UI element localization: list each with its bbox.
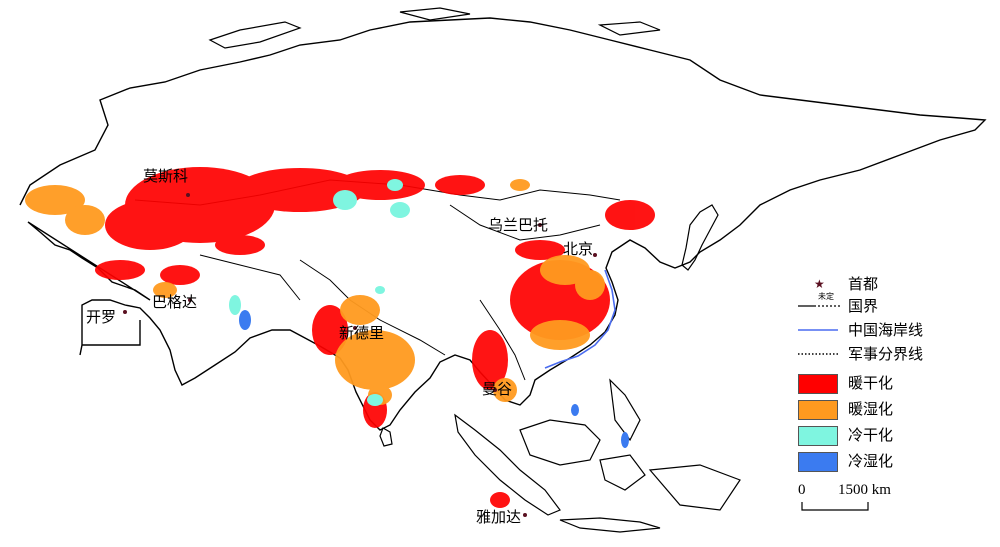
svg-text:★: ★ bbox=[814, 277, 825, 291]
cold-wet-swatch bbox=[798, 452, 838, 472]
warm-dry-areas bbox=[95, 167, 655, 508]
arctic-islands bbox=[208, 7, 661, 49]
warm-wet-areas bbox=[25, 179, 605, 405]
scale-line bbox=[801, 502, 869, 511]
city-label-bangkok: 曼谷 bbox=[482, 380, 513, 398]
sri-lanka-outline bbox=[379, 427, 393, 447]
cold-wet-areas bbox=[239, 310, 629, 448]
scale-length: 1500 km bbox=[838, 482, 891, 498]
warm-wet-swatch bbox=[798, 400, 838, 420]
city-label-cairo: 开罗 bbox=[86, 308, 117, 326]
city-label-moscow: 莫斯科 bbox=[143, 167, 189, 185]
southeast-asia-islands bbox=[454, 378, 741, 533]
city-label-baghdad: 巴格达 bbox=[152, 293, 198, 311]
city-label-ulaanbaatar: 乌兰巴托 bbox=[488, 216, 549, 234]
cold-dry-areas bbox=[229, 179, 410, 406]
city-label-jakarta: 雅加达 bbox=[476, 508, 522, 526]
japan-outline bbox=[681, 204, 719, 271]
scale-bar: 0 1500 km bbox=[796, 480, 926, 514]
star-icon: ★ bbox=[796, 272, 840, 294]
capital-markers bbox=[123, 193, 597, 517]
undetermined-label: 未定 bbox=[818, 292, 834, 301]
city-label-new-delhi: 新德里 bbox=[339, 324, 385, 342]
coastline-line-icon bbox=[796, 318, 840, 340]
scale-zero: 0 bbox=[798, 482, 806, 498]
city-label-beijing: 北京 bbox=[563, 240, 594, 258]
warm-dry-swatch bbox=[798, 374, 838, 394]
cold-dry-swatch bbox=[798, 426, 838, 446]
dotted-line-icon bbox=[796, 342, 840, 364]
border-line-icon: 未定 bbox=[796, 292, 840, 316]
continent-outline bbox=[19, 17, 987, 431]
china-coastline bbox=[544, 269, 616, 369]
